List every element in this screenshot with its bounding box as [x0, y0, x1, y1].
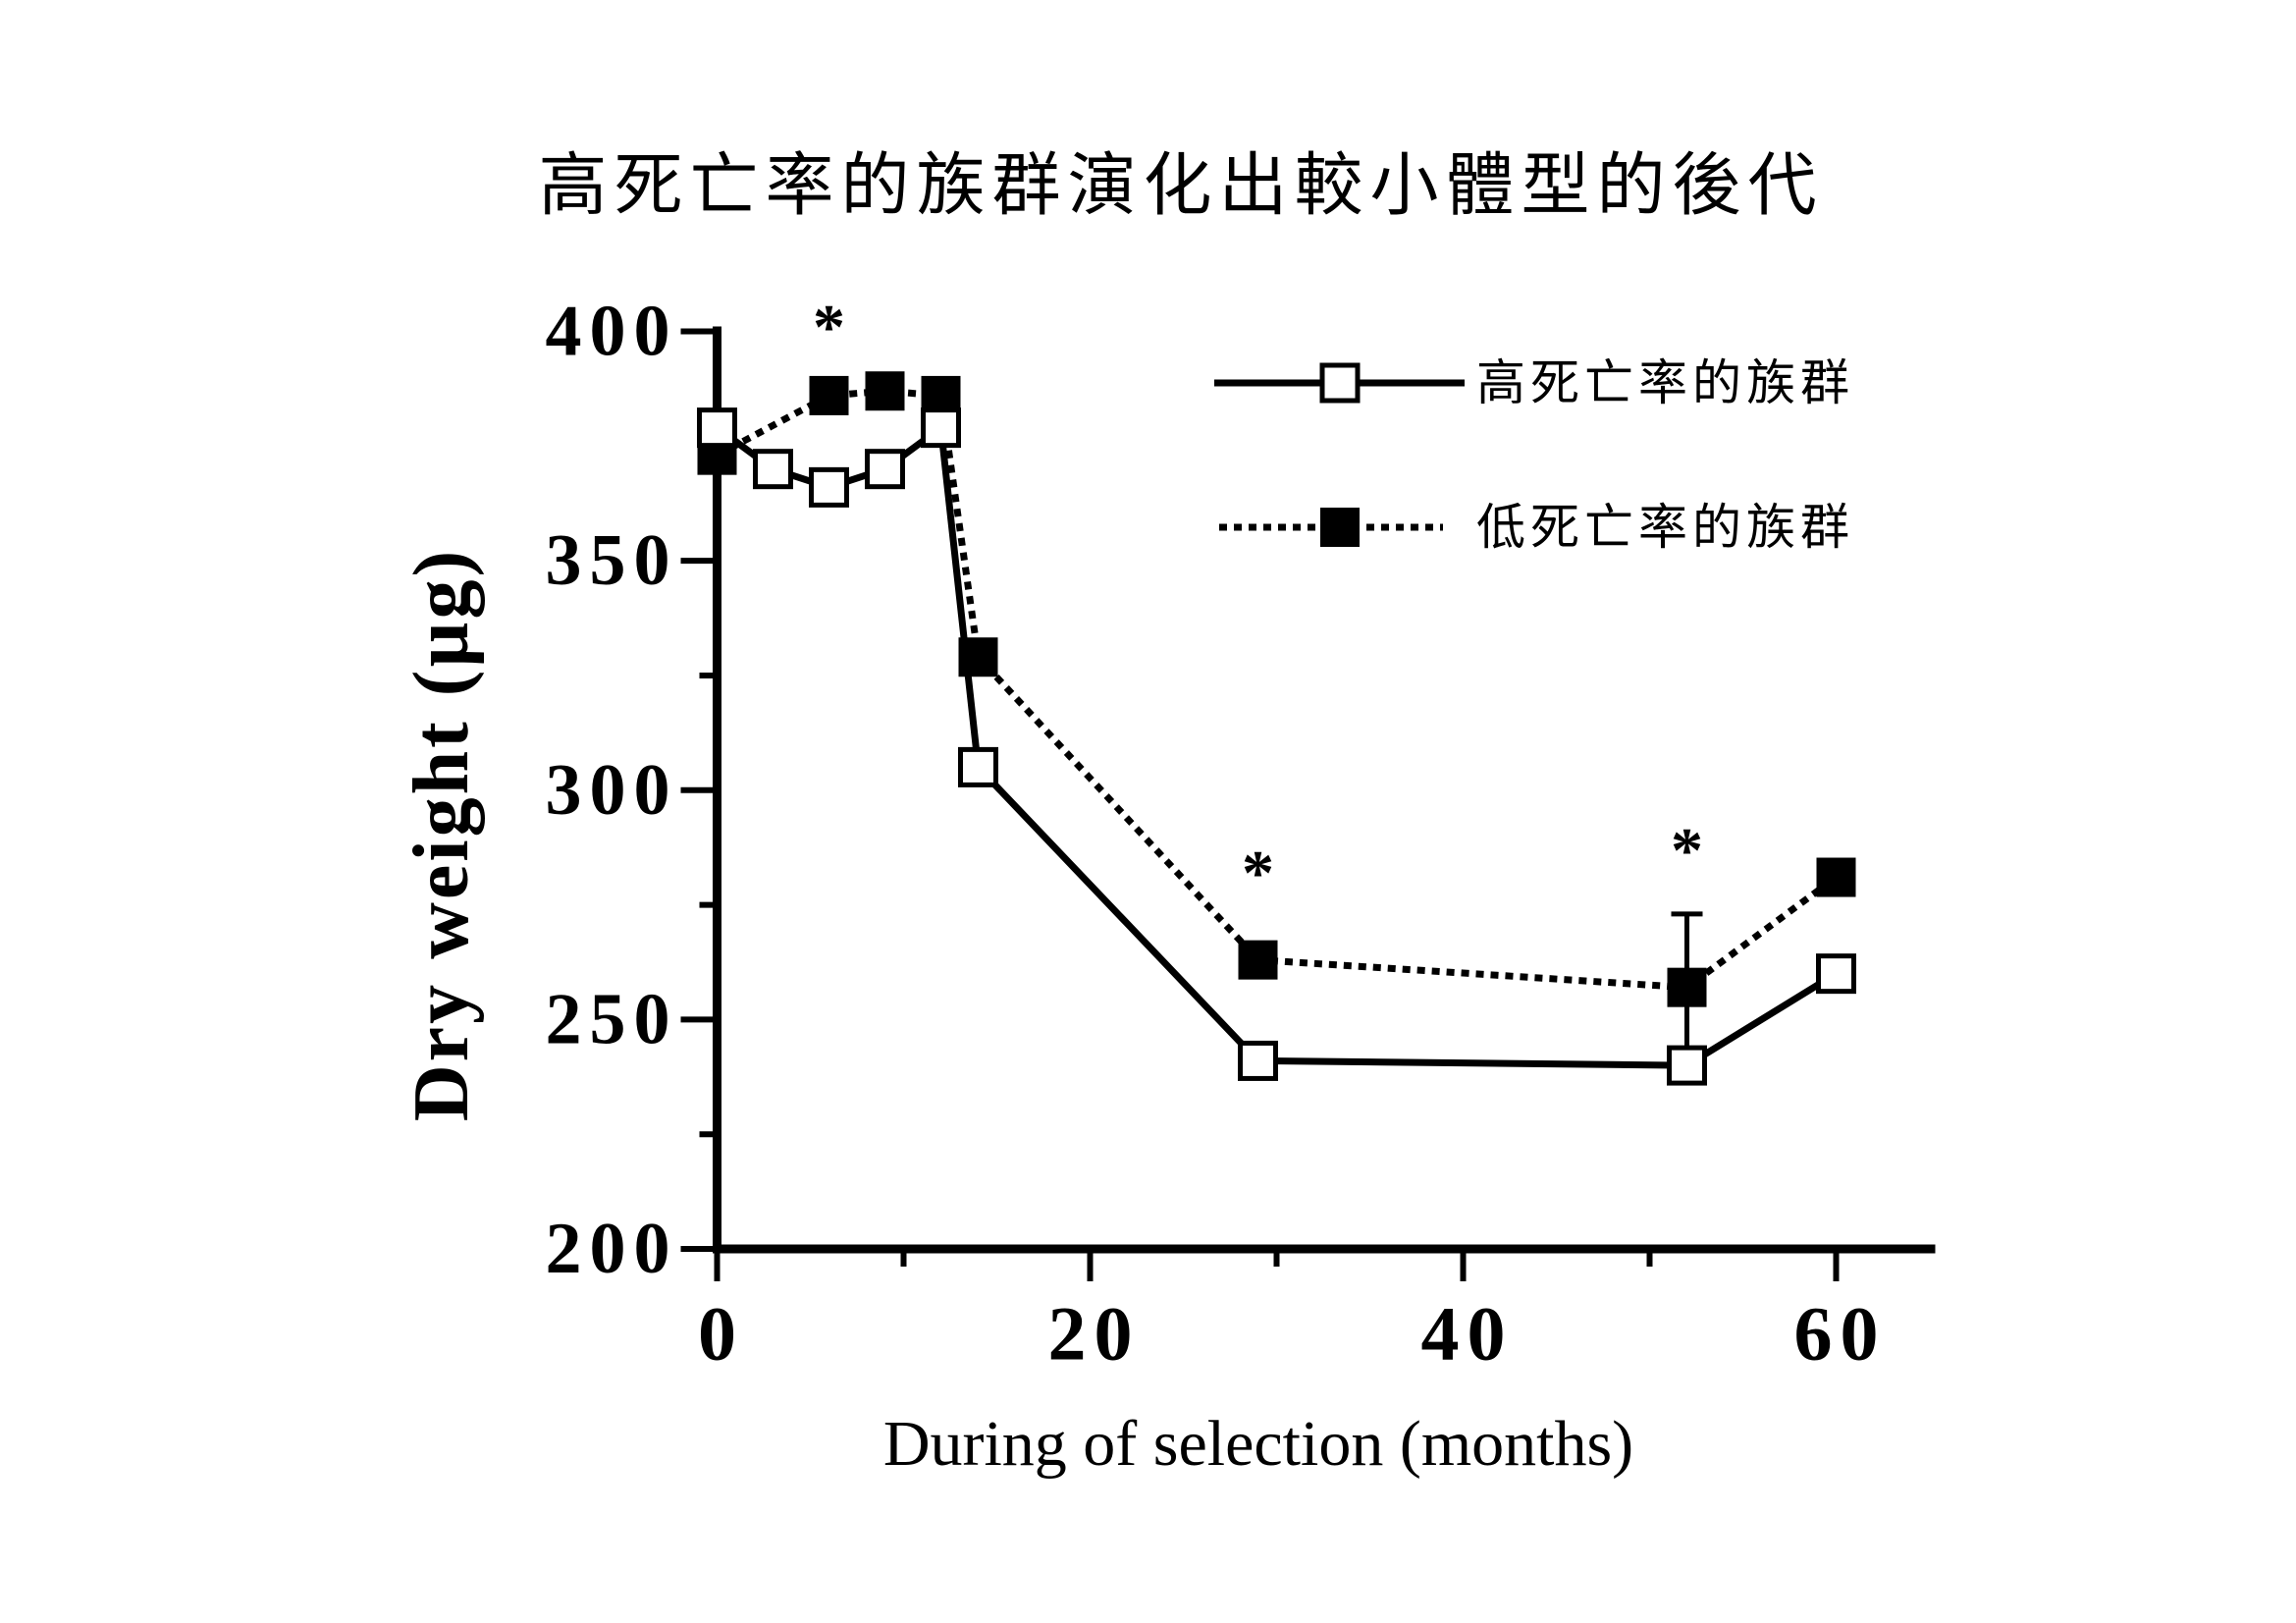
series-0-point-open-square	[809, 466, 849, 508]
legend-item-low-mortality: 低死亡率的族群	[1219, 500, 1854, 555]
series-0-point-open-square	[1816, 953, 1856, 995]
legend-label-low-mortality: 低死亡率的族群	[1476, 500, 1854, 555]
legend-filled-square-marker	[1320, 508, 1360, 547]
series-1-point-filled-square	[1816, 857, 1856, 897]
series-0-point-open-square	[958, 746, 998, 787]
significance-asterisk: *	[1242, 838, 1274, 909]
x-tick-label: 0	[698, 1291, 744, 1377]
y-tick-label: 350	[546, 520, 678, 601]
series-0-point-open-square	[697, 407, 737, 449]
x-tick-label: 60	[1794, 1291, 1887, 1377]
legend-label-high-mortality: 高死亡率的族群	[1476, 355, 1854, 410]
y-tick-label: 400	[546, 292, 678, 372]
significance-asterisk: *	[1671, 815, 1703, 887]
x-axis-label: During of selection (months)	[883, 1408, 1633, 1480]
legend-item-high-mortality: 高死亡率的族群	[1214, 355, 1854, 410]
series-0-point-open-square	[865, 449, 905, 490]
x-tick-label: 40	[1421, 1291, 1514, 1377]
series-1-point-filled-square	[865, 371, 905, 411]
series-1-point-filled-square	[1238, 940, 1278, 980]
legend: 高死亡率的族群 低死亡率的族群	[1214, 355, 1854, 555]
y-tick-label: 300	[546, 750, 678, 831]
plot-area: 200 250 300 350 400 0 20 40 60 * * *	[546, 292, 1936, 1377]
series-1-point-filled-square	[1667, 967, 1707, 1007]
series-0-point-open-square	[1238, 1040, 1278, 1081]
chart-title: 高死亡率的族群演化出較小體型的後代	[539, 149, 1824, 225]
series-0-point-open-square	[753, 449, 793, 490]
y-tick-label: 250	[546, 979, 678, 1059]
series-0-point-open-square	[1667, 1045, 1707, 1086]
x-tick-label: 20	[1048, 1291, 1141, 1377]
y-axis-label: Dry weight (µg)	[399, 548, 485, 1121]
y-tick-label: 200	[546, 1209, 678, 1289]
series-0-point-open-square	[921, 407, 961, 449]
series-1-point-filled-square	[809, 375, 849, 415]
legend-open-square-marker	[1319, 362, 1361, 404]
significance-asterisk: *	[813, 292, 845, 363]
